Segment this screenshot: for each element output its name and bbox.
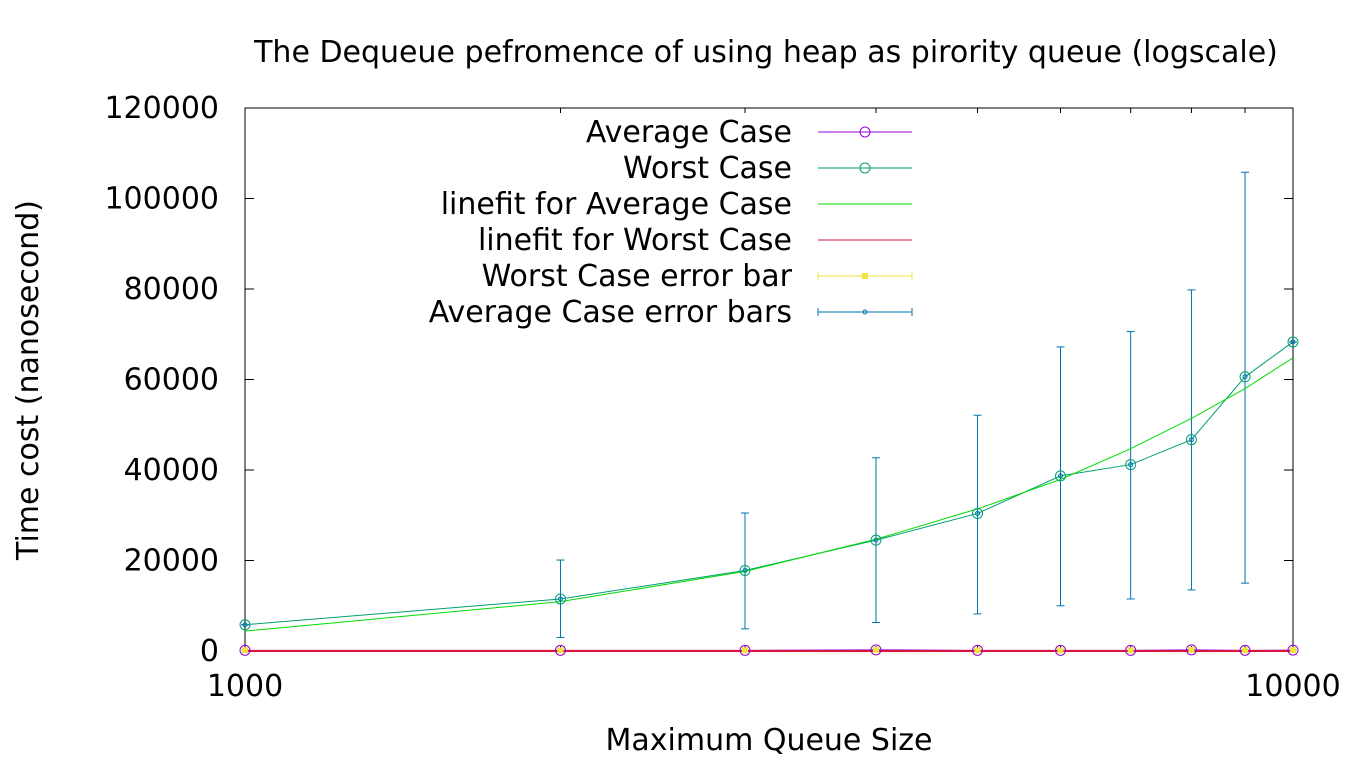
point-1-6: [1125, 459, 1137, 471]
legend-label-0: Average Case: [586, 115, 792, 150]
y-tick-label-3: 60000: [124, 363, 219, 398]
legend-label-5: Average Case error bars: [429, 295, 792, 330]
point-4-4: [974, 647, 981, 654]
x-axis-label: Maximum Queue Size: [605, 723, 932, 758]
point-0-4: [972, 644, 984, 656]
point-4-5: [1057, 647, 1064, 654]
point-5-1: [557, 596, 563, 602]
plot-area: [239, 171, 1299, 656]
point-5-3: [873, 537, 879, 543]
point-5-4: [975, 510, 981, 516]
point-1-4: [972, 507, 984, 519]
point-4-7: [1188, 646, 1195, 653]
legend-label-1: Worst Case: [623, 151, 792, 186]
point-0-5: [1055, 644, 1067, 656]
point-1-7: [1185, 434, 1197, 446]
y-tick-label-1: 20000: [124, 544, 219, 579]
point-1-9: [1287, 336, 1299, 348]
legend-marker-0: [859, 126, 871, 138]
point-1-2: [739, 564, 751, 576]
y-tick-label-2: 40000: [124, 453, 219, 488]
point-0-2: [739, 644, 751, 656]
point-0-1: [554, 644, 566, 656]
point-1-0: [239, 619, 251, 631]
y-tick-label-0: 0: [200, 634, 219, 669]
legend-label-4: Worst Case error bar: [482, 259, 793, 294]
point-0-8: [1239, 644, 1251, 656]
legend-marker-1: [859, 162, 871, 174]
point-4-3: [872, 646, 879, 653]
series-line-2: [244, 357, 1294, 632]
point-0-0: [239, 644, 251, 656]
point-5-9: [1290, 339, 1296, 345]
point-4-6: [1127, 647, 1134, 654]
point-4-0: [242, 647, 248, 654]
point-0-9: [1287, 644, 1299, 656]
point-5-8: [1242, 374, 1248, 380]
y-tick-label-4: 80000: [124, 272, 219, 307]
legend-marker-4: [862, 273, 868, 279]
point-1-5: [1055, 470, 1067, 482]
legend-marker-5: [862, 309, 868, 315]
point-4-1: [557, 647, 564, 654]
point-5-5: [1058, 473, 1064, 479]
y-tick-label-6: 120000: [104, 91, 219, 126]
x-tick-label-0: 1000: [207, 669, 283, 704]
point-1-8: [1239, 371, 1251, 383]
point-4-9: [1290, 647, 1296, 654]
y-tick-label-5: 100000: [104, 182, 219, 217]
series-line-1: [244, 341, 1294, 626]
legend-label-2: linefit for Average Case: [441, 187, 792, 222]
point-1-3: [870, 534, 882, 546]
y-axis-label: Time cost (nanosecond): [11, 200, 46, 561]
point-5-0: [242, 622, 248, 628]
point-5-2: [742, 567, 748, 573]
point-1-1: [554, 593, 566, 605]
point-4-8: [1242, 647, 1249, 654]
point-0-7: [1185, 644, 1197, 656]
point-5-6: [1128, 462, 1134, 468]
legend-label-3: linefit for Worst Case: [478, 223, 792, 258]
point-5-7: [1188, 437, 1194, 443]
chart-title: The Dequeue pefromence of using heap as …: [253, 35, 1278, 70]
point-0-3: [870, 644, 882, 656]
point-4-2: [742, 647, 749, 654]
x-tick-label-1: 10000: [1245, 669, 1340, 704]
axes: 0 20000 40000 60000 80000 100000 120000 1000 100…: [104, 91, 1340, 704]
point-0-6: [1125, 644, 1137, 656]
